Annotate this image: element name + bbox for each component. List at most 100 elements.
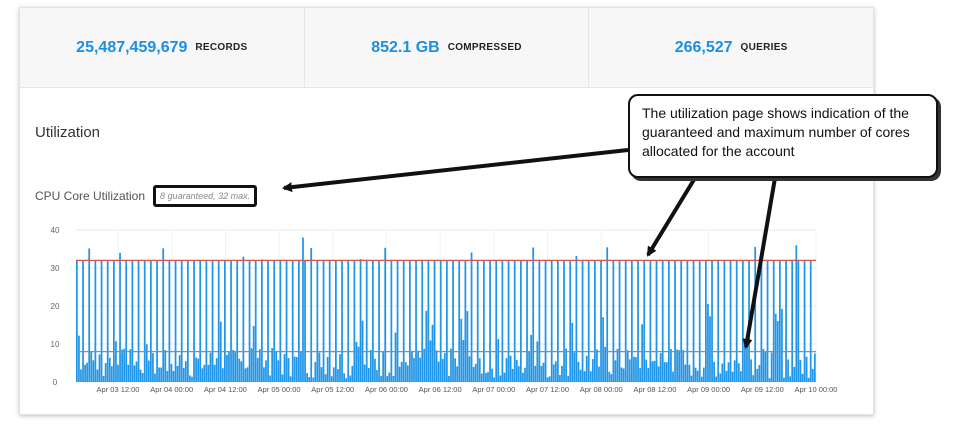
utilization-bar xyxy=(466,311,469,382)
utilization-bar xyxy=(406,365,409,382)
utilization-bar xyxy=(756,368,759,382)
utilization-bar xyxy=(507,260,510,382)
utilization-bar xyxy=(314,361,317,382)
utilization-bar xyxy=(304,260,306,382)
utilization-bar xyxy=(454,358,456,382)
utilization-bar xyxy=(224,260,226,382)
utilization-bar xyxy=(581,260,584,382)
utilization-bar xyxy=(415,260,417,382)
utilization-bar xyxy=(571,322,574,382)
utilization-bar xyxy=(254,260,257,382)
utilization-bar xyxy=(624,260,627,382)
utilization-bar xyxy=(261,259,263,382)
utilization-bar xyxy=(275,351,278,382)
utilization-bar xyxy=(705,260,707,382)
utilization-bar xyxy=(82,260,84,382)
utilization-bar xyxy=(213,364,216,382)
utilization-bar xyxy=(579,369,582,382)
utilization-bar xyxy=(680,260,683,382)
utilization-bar xyxy=(277,360,280,382)
utilization-bar xyxy=(628,359,631,382)
utilization-bar xyxy=(491,368,493,382)
utilization-bar xyxy=(203,364,206,382)
utilization-bar xyxy=(419,357,422,382)
utilization-bar xyxy=(633,356,635,382)
utilization-bar xyxy=(577,361,580,382)
utilization-bar xyxy=(474,364,477,382)
utilization-bar xyxy=(207,364,210,382)
utilization-bar xyxy=(752,375,755,382)
utilization-bar xyxy=(809,260,812,382)
utilization-bar xyxy=(550,260,553,382)
x-tick-label: Apr 10 00:00 xyxy=(795,385,838,394)
utilization-bar xyxy=(696,370,699,382)
utilization-bar xyxy=(390,260,393,382)
utilization-bar xyxy=(285,260,288,382)
utilization-bar xyxy=(423,348,426,382)
utilization-bar xyxy=(676,349,678,382)
utilization-bar xyxy=(150,260,152,382)
utilization-bar xyxy=(746,343,748,382)
utilization-bar xyxy=(665,362,668,382)
stat-records: 25,487,459,679 RECORDS xyxy=(20,8,305,87)
utilization-bar xyxy=(480,373,483,382)
utilization-bar xyxy=(369,349,372,382)
utilization-bar xyxy=(501,260,504,382)
utilization-bar xyxy=(351,365,354,382)
x-tick-label: Apr 03 12:00 xyxy=(97,385,140,394)
utilization-bar xyxy=(793,366,796,382)
utilization-bar xyxy=(84,364,86,382)
utilization-bar xyxy=(215,358,218,382)
utilization-bar xyxy=(557,260,559,382)
utilization-bar xyxy=(355,341,358,382)
utilization-bar xyxy=(394,332,397,382)
utilization-bar xyxy=(125,260,128,382)
utilization-bar xyxy=(234,352,237,382)
utilization-bar xyxy=(452,260,454,382)
utilization-title: Utilization xyxy=(35,124,101,141)
utilization-bar xyxy=(160,367,163,382)
utilization-bar xyxy=(431,324,434,382)
utilization-bar xyxy=(779,260,781,382)
utilization-bar xyxy=(283,354,286,382)
utilization-bar xyxy=(785,260,787,382)
y-tick-label: 0 xyxy=(53,378,58,387)
utilization-bar xyxy=(435,350,438,382)
utilization-bar xyxy=(98,354,101,382)
utilization-bar xyxy=(230,260,232,382)
utilization-bar xyxy=(538,260,541,382)
utilization-bar xyxy=(429,340,432,382)
utilization-bar xyxy=(536,341,539,382)
utilization-bar xyxy=(649,260,652,382)
utilization-bar xyxy=(807,377,810,382)
utilization-bar xyxy=(135,361,138,382)
utilization-bar xyxy=(367,367,370,382)
utilization-bar xyxy=(199,260,202,382)
utilization-bar xyxy=(273,260,276,382)
utilization-bar xyxy=(409,260,411,382)
utilization-bar xyxy=(156,260,158,382)
utilization-bar xyxy=(88,248,91,382)
stat-records-label: RECORDS xyxy=(195,42,248,53)
stat-queries-value: 266,527 xyxy=(674,38,733,56)
utilization-bar xyxy=(729,260,732,382)
utilization-bar xyxy=(760,260,763,382)
utilization-bar xyxy=(731,371,734,382)
utilization-bar xyxy=(573,352,576,382)
utilization-bar xyxy=(520,260,522,382)
utilization-bar xyxy=(127,364,130,382)
utilization-bar xyxy=(221,368,224,382)
utilization-bar xyxy=(803,260,806,382)
utilization-bar xyxy=(813,353,816,382)
utilization-bar xyxy=(483,260,485,382)
utilization-bar xyxy=(801,373,804,382)
utilization-bar xyxy=(265,360,267,382)
utilization-bar xyxy=(322,260,325,382)
utilization-bar xyxy=(567,375,570,382)
utilization-bar xyxy=(417,350,419,382)
utilization-bar xyxy=(359,259,362,382)
utilization-bar xyxy=(349,375,352,382)
utilization-bar xyxy=(176,365,179,382)
utilization-bar xyxy=(326,356,329,382)
utilization-bar xyxy=(178,355,181,382)
